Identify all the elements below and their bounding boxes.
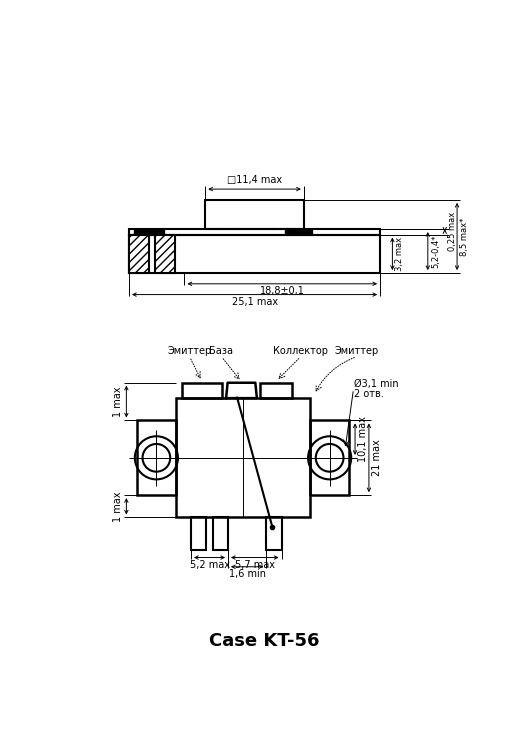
Bar	[182, 383, 222, 398]
Text: 1,6 min: 1,6 min	[229, 569, 266, 579]
Text: 5,2 max: 5,2 max	[190, 560, 230, 570]
Bar	[155, 235, 175, 273]
Text: 5,2-0,4*: 5,2-0,4*	[431, 234, 440, 268]
Bar	[266, 518, 282, 550]
Text: 21 max: 21 max	[372, 439, 382, 476]
Text: Эмиттер: Эмиттер	[335, 346, 379, 356]
Text: Коллектор: Коллектор	[273, 346, 328, 356]
Bar	[310, 420, 349, 495]
Text: База: База	[209, 346, 234, 356]
Bar	[212, 518, 228, 550]
Text: □11,4 max: □11,4 max	[227, 175, 282, 186]
Text: 18,8±0,1: 18,8±0,1	[260, 286, 305, 296]
Bar	[129, 229, 380, 235]
Text: 1 max: 1 max	[113, 491, 123, 521]
Bar	[137, 420, 176, 495]
Text: 2 отв.: 2 отв.	[354, 388, 383, 399]
Text: Case KT-56: Case KT-56	[209, 632, 320, 650]
Bar	[205, 200, 304, 229]
Bar	[260, 383, 292, 398]
Text: 5,7 max: 5,7 max	[235, 560, 275, 570]
Polygon shape	[226, 383, 257, 398]
Text: 8,5 max*: 8,5 max*	[460, 217, 469, 256]
Polygon shape	[134, 230, 164, 233]
Bar	[176, 398, 310, 518]
Text: Эмиттер: Эмиттер	[168, 346, 211, 356]
Bar	[129, 235, 149, 273]
Text: 25,1 max: 25,1 max	[232, 297, 278, 307]
Text: 1 max: 1 max	[113, 387, 123, 417]
Text: 10,1 max: 10,1 max	[358, 416, 368, 462]
Bar	[129, 235, 380, 273]
Bar	[191, 518, 206, 550]
Text: Ø3,1 min: Ø3,1 min	[354, 379, 398, 389]
Polygon shape	[285, 230, 312, 233]
Text: 3,2 max: 3,2 max	[394, 236, 404, 271]
Text: 0,25 max: 0,25 max	[448, 212, 457, 251]
